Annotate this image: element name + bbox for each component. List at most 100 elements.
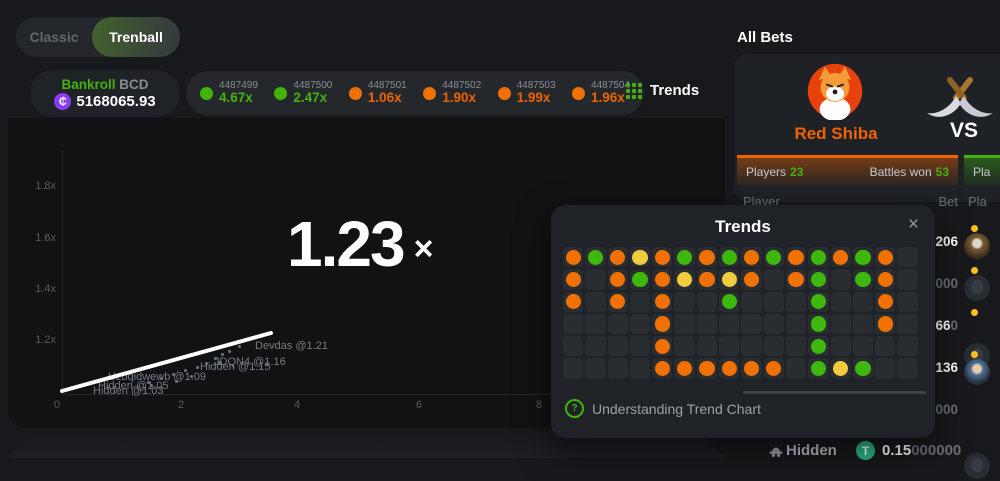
game-multiplier: 1.99x xyxy=(516,90,551,106)
trend-cell xyxy=(696,358,718,379)
trend-cell xyxy=(808,336,829,357)
trend-cell xyxy=(674,313,695,335)
bettor-avatar[interactable] xyxy=(964,359,990,385)
team-green-players-label: Pla xyxy=(973,165,991,179)
players-count: 23 xyxy=(790,165,804,179)
trend-cell xyxy=(785,313,807,335)
trend-cell xyxy=(852,247,874,268)
result-dot-icon xyxy=(200,86,213,100)
trend-dot-icon xyxy=(855,249,871,265)
trend-cell xyxy=(830,313,851,335)
trend-dot-icon xyxy=(743,271,760,288)
trend-cell xyxy=(741,313,762,335)
cashout-label: Hidden @1.15 xyxy=(200,361,271,373)
bet-amount: 0.15000000 xyxy=(882,442,961,459)
bet-amount-fragment: .206 xyxy=(931,234,958,249)
recent-game-item[interactable]: 4487501 1.06x xyxy=(348,80,407,106)
tab-trenball[interactable]: Trenball xyxy=(92,17,180,57)
trend-cell xyxy=(674,358,695,379)
trends-button[interactable]: Trends xyxy=(626,82,699,99)
bettor-avatar[interactable] xyxy=(964,275,990,301)
trend-dot-icon xyxy=(855,271,871,288)
bet-amount-fragment: 0000 xyxy=(927,276,958,291)
trend-cell xyxy=(719,291,740,312)
bcd-coin-icon: ₵ xyxy=(54,93,72,110)
trend-dot-icon xyxy=(587,249,604,265)
game-multiplier: 1.96x xyxy=(591,90,625,106)
trend-cell xyxy=(763,269,784,290)
recent-game-item[interactable]: 4487499 4.67x xyxy=(200,80,258,106)
bankroll-labels: Bankroll BCD xyxy=(61,77,148,92)
game-id: 4487504 xyxy=(591,80,630,92)
bettor-name[interactable]: Hidden xyxy=(786,442,837,459)
game-id: 4487503 xyxy=(516,80,556,92)
scatter-dot-icon xyxy=(221,353,224,356)
trend-dot-icon xyxy=(810,294,827,310)
trend-cell xyxy=(629,358,651,379)
trend-cell xyxy=(808,269,829,290)
trend-cell xyxy=(719,358,740,379)
trend-dot-icon xyxy=(810,271,827,288)
trend-cell xyxy=(897,313,918,335)
trend-dot-icon xyxy=(565,294,581,310)
trend-cell xyxy=(607,269,628,290)
trend-dot-icon xyxy=(766,249,782,265)
recent-game-item[interactable]: 4487502 1.90x xyxy=(423,80,481,106)
trend-cell xyxy=(808,247,829,268)
trend-cell xyxy=(607,336,628,357)
trend-cell xyxy=(652,313,673,335)
trend-dot-icon xyxy=(833,249,849,265)
result-dot-icon xyxy=(348,86,362,100)
trend-cell xyxy=(897,336,918,357)
trend-cell xyxy=(563,269,584,290)
trend-cell xyxy=(719,336,740,357)
trend-cell xyxy=(719,247,740,268)
understanding-trend-link[interactable]: ? Understanding Trend Chart xyxy=(565,399,761,418)
y-axis-tick: 1.2x xyxy=(35,334,56,346)
bettor-avatar[interactable] xyxy=(964,233,990,259)
team-red-name: Red Shiba xyxy=(794,124,878,143)
red-shiba-avatar-icon xyxy=(807,63,863,120)
bet-amount-trailing-zeros: 000000 xyxy=(911,442,962,459)
trend-cell xyxy=(897,291,918,312)
trend-cell xyxy=(652,291,673,312)
trend-dot-icon xyxy=(788,249,804,265)
trend-dot-icon xyxy=(877,271,893,288)
game-id: 4487501 xyxy=(367,80,407,92)
trend-cell xyxy=(830,291,851,312)
close-icon[interactable]: × xyxy=(907,214,919,235)
trend-dot-icon xyxy=(632,271,648,288)
trend-dot-icon xyxy=(743,360,760,377)
trend-grid-scrollbar[interactable] xyxy=(743,391,926,394)
trend-cell xyxy=(696,336,718,357)
recent-game-item[interactable]: 4487503 1.99x xyxy=(497,80,556,106)
recent-games-list: 4487499 4.67x 4487500 2.47x 4487501 1.06x 4487… xyxy=(186,71,644,115)
popup-shadow-stand xyxy=(577,436,707,450)
trend-cell xyxy=(563,358,584,379)
game-id: 4487502 xyxy=(442,80,482,92)
trend-cell xyxy=(852,313,874,335)
trend-dot-icon xyxy=(855,360,871,377)
trend-cell xyxy=(830,247,851,268)
tab-classic[interactable]: Classic xyxy=(29,29,79,45)
recent-game-item[interactable]: 4487500 2.47x xyxy=(274,80,332,106)
trend-dot-icon xyxy=(810,316,827,332)
bettor-avatar[interactable] xyxy=(964,453,990,479)
trend-cell xyxy=(629,291,651,312)
scatter-dot-icon xyxy=(175,380,178,383)
trend-cell xyxy=(652,358,673,379)
y-axis-line xyxy=(62,150,63,395)
result-dot-icon xyxy=(423,86,437,100)
trends-popup: Trends × ? Understanding Trend Chart xyxy=(551,205,935,438)
scatter-dot-icon xyxy=(184,369,187,372)
trend-cell xyxy=(585,358,606,379)
trend-cell xyxy=(652,247,673,268)
trend-cell xyxy=(852,269,874,290)
y-axis-tick: 1.4x xyxy=(35,283,56,295)
recent-game-item[interactable]: 4487504 1.96x xyxy=(572,80,630,106)
trend-cell xyxy=(785,291,807,312)
trend-dot-icon xyxy=(654,294,670,310)
trend-dot-icon xyxy=(743,249,760,265)
trend-dot-icon xyxy=(565,271,581,288)
result-dot-icon xyxy=(497,86,511,100)
